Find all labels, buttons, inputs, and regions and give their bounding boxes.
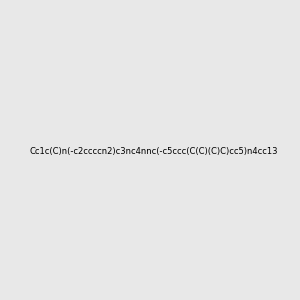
Text: Cc1c(C)n(-c2ccccn2)c3nc4nnc(-c5ccc(C(C)(C)C)cc5)n4cc13: Cc1c(C)n(-c2ccccn2)c3nc4nnc(-c5ccc(C(C)(… [29,147,278,156]
